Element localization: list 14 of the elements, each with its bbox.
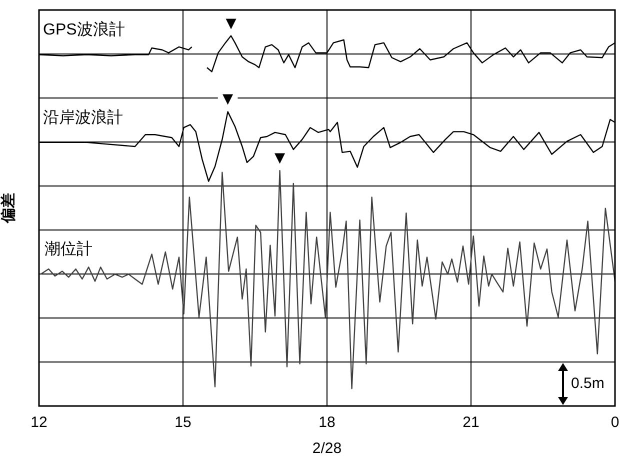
annotation: 0.5m xyxy=(571,375,604,392)
annotation: ▼ xyxy=(270,148,289,168)
x-tick-label: 18 xyxy=(318,414,336,432)
series-label: 潮位計 xyxy=(44,240,93,258)
x-axis-title: 2/28 xyxy=(312,440,342,458)
series-label: 沿岸波浪計 xyxy=(43,108,123,126)
x-tick-label: 21 xyxy=(462,414,480,432)
series-label: GPS波浪計 xyxy=(43,20,125,39)
annotation: ▼ xyxy=(222,12,240,33)
annotation: ▼ xyxy=(218,88,237,109)
x-tick-label: 0 xyxy=(610,414,620,432)
x-tick-label: 12 xyxy=(30,414,48,432)
y-axis-title: 偏差 xyxy=(0,193,18,224)
x-tick-label: 15 xyxy=(174,414,192,432)
